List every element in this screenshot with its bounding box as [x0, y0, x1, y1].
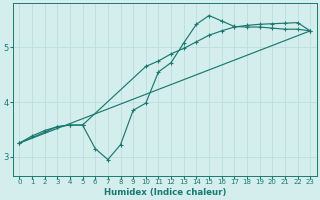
X-axis label: Humidex (Indice chaleur): Humidex (Indice chaleur) — [104, 188, 226, 197]
